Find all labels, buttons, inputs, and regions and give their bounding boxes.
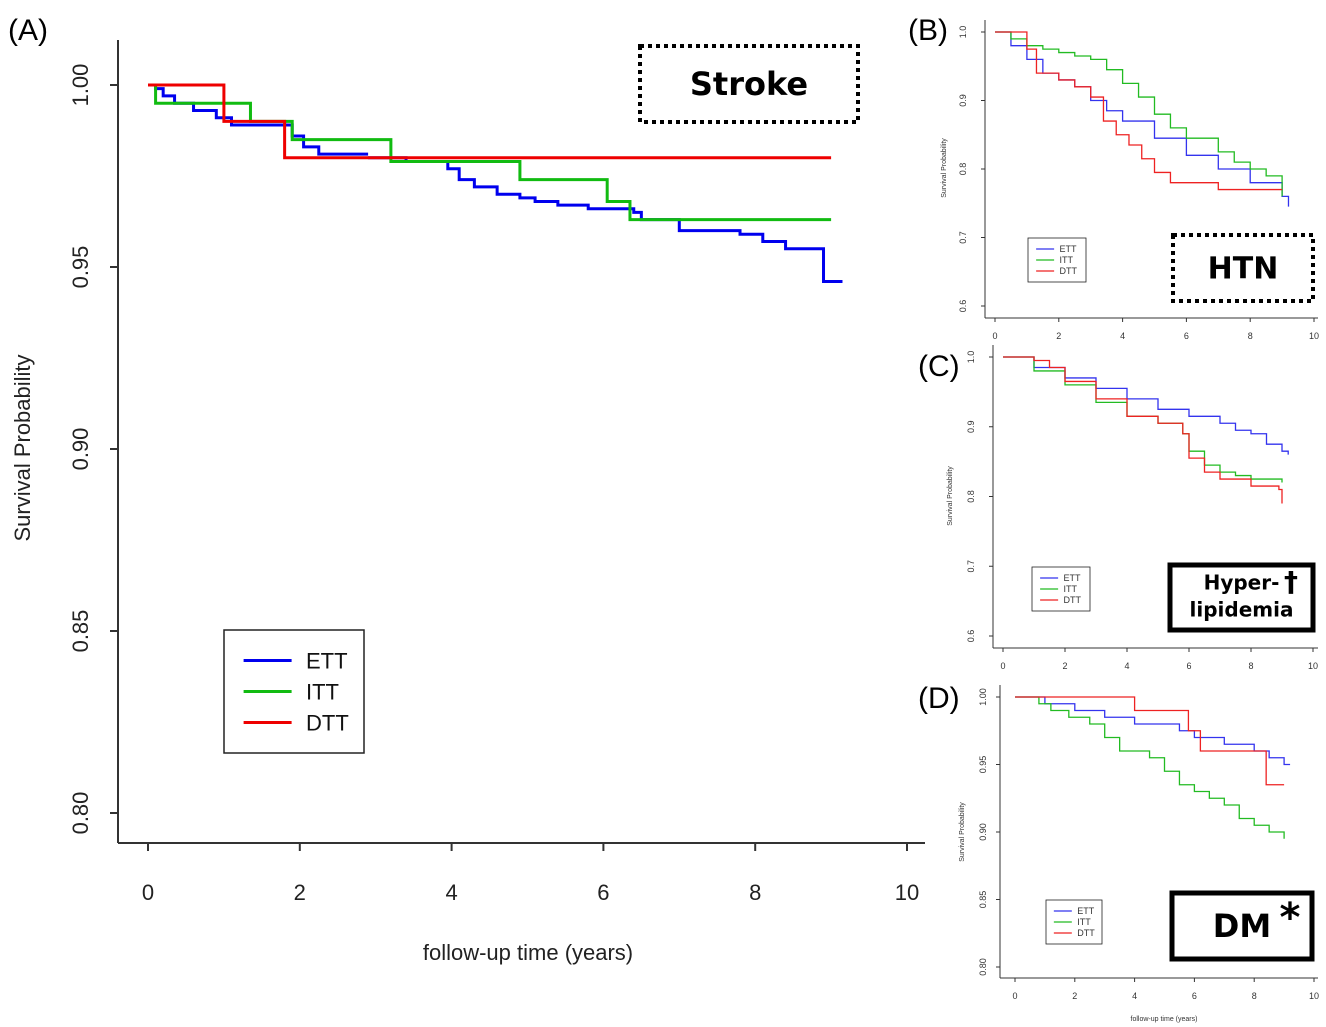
series-line-dtt [1015,696,1285,786]
x-tick-label: 4 [1124,661,1129,671]
series-line-dtt [995,31,1283,191]
x-tick-label: 10 [1309,991,1319,1001]
y-axis-label: Survival Probability [941,138,948,198]
panel-label: (D) [918,682,960,715]
x-tick-label: 10 [1309,331,1319,341]
y-tick-label: 0.8 [966,490,976,503]
panel-label: (C) [918,350,960,383]
y-tick-label: 0.8 [958,163,968,176]
series-line-itt [995,31,1283,197]
x-tick-label: 2 [1056,331,1061,341]
y-tick-label: 1.00 [68,64,93,107]
x-tick-label: 8 [1248,331,1253,341]
tag-box [1167,562,1316,633]
tag-text: HTN [1208,252,1279,287]
series-line-itt [1003,356,1283,483]
x-tick-label: 10 [1308,661,1318,671]
x-tick-label: 4 [1120,331,1125,341]
x-axis-label: follow-up time (years) [1131,1016,1198,1023]
x-axis-label: follow-up time (years) [423,940,633,965]
tag-text-line: lipidemia [1190,598,1294,622]
y-tick-label: 0.7 [958,231,968,244]
y-tick-label: 0.80 [68,792,93,835]
series-line-ett [1015,696,1291,766]
x-tick-label: 2 [1062,661,1067,671]
series-line-ett [995,31,1290,207]
x-tick-label: 6 [597,880,609,905]
y-axis-label: Survival Probability [947,466,954,526]
legend-label-itt: ITT [1077,917,1091,927]
panel-d: (D) 0 2 4 6 8 10 0.80 0.85 0.90 0.95 1.00 Survival P… [918,682,1319,1023]
x-tick-label: 2 [294,880,306,905]
x-tick-label: 6 [1192,991,1197,1001]
y-tick-label: 0.95 [68,246,93,289]
x-tick-label: 2 [1072,991,1077,1001]
legend-label-itt: ITT [1064,584,1078,594]
y-tick-label: 1.0 [966,351,976,364]
x-tick-label: 8 [749,880,761,905]
x-tick-label: 0 [142,880,154,905]
panel-b: (B) 0 2 4 6 8 10 0.6 0.7 0.8 0.9 1.0 Survival Probab… [908,14,1319,341]
series-line-ett [148,83,369,156]
legend-label-itt: ITT [1060,255,1074,265]
x-tick-label: 6 [1186,661,1191,671]
y-tick-label: 0.7 [966,560,976,573]
tag-marker: * [1280,895,1301,941]
series-line-ett [1003,356,1289,455]
y-tick-label: 0.6 [966,630,976,643]
tag-box [638,44,860,124]
legend-label-dtt: DTT [1060,266,1078,276]
tag-text: DM [1213,907,1271,945]
x-tick-label: 0 [1012,991,1017,1001]
legend-label-dtt: DTT [1077,928,1095,938]
y-tick-label: 0.85 [978,891,988,909]
y-tick-label: 0.85 [68,610,93,653]
series-line-ett [368,156,843,284]
y-tick-label: 0.9 [966,420,976,433]
panel-c: (C) 0 2 4 6 8 10 0.6 0.7 0.8 0.9 1.0 Survival Probab… [918,345,1318,671]
y-tick-label: 0.90 [978,823,988,841]
x-tick-label: 6 [1184,331,1189,341]
tag-box [1169,890,1315,962]
series-line-dtt [148,83,832,160]
y-axis-label: Survival Probability [10,354,35,541]
tag-marker: † [1284,565,1298,598]
tag-text: Stroke [690,65,808,103]
legend-label-ett: ETT [306,648,348,673]
series-line-itt [1015,696,1285,839]
legend-label-ett: ETT [1060,244,1078,254]
legend-label-dtt: DTT [306,710,349,735]
x-tick-label: 0 [992,331,997,341]
legend-label-ett: ETT [1064,573,1082,583]
x-tick-label: 0 [1000,661,1005,671]
series-line-itt [148,83,832,222]
panel-label: (A) [8,14,48,47]
x-tick-label: 8 [1252,991,1257,1001]
x-tick-label: 4 [1132,991,1137,1001]
y-tick-label: 1.0 [958,26,968,39]
panel-a: (A) 0 2 4 6 8 10 0.80 0.85 0.90 0.95 1.00 Survival P… [8,14,925,965]
y-tick-label: 0.95 [978,756,988,774]
legend-label-ett: ETT [1077,906,1095,916]
series-line-dtt [1003,356,1283,504]
y-tick-label: 1.00 [978,688,988,706]
y-tick-label: 0.6 [958,300,968,313]
tag-text-line: Hyper- [1204,571,1280,595]
legend-label-dtt: DTT [1064,595,1082,605]
x-tick-label: 4 [445,880,457,905]
x-tick-label: 10 [895,880,919,905]
x-tick-label: 8 [1248,661,1253,671]
tag-box [1171,233,1315,303]
legend-label-itt: ITT [306,679,339,704]
y-tick-label: 0.9 [958,94,968,107]
y-axis-label: Survival Probability [959,802,966,862]
y-tick-label: 0.80 [978,958,988,976]
y-tick-label: 0.90 [68,428,93,471]
panel-label: (B) [908,14,948,47]
